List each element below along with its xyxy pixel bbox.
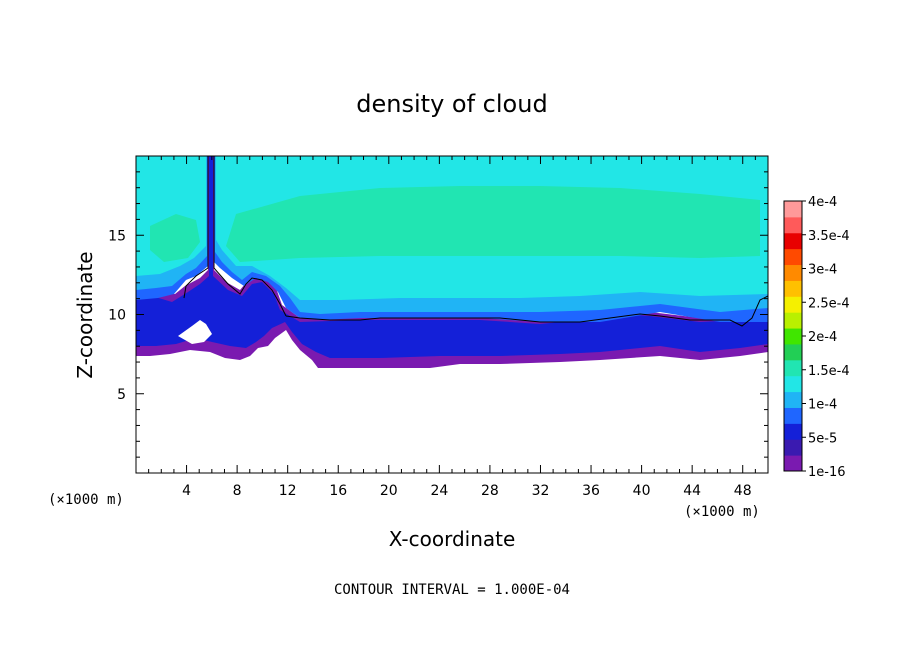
clear-pocket [178,320,212,344]
z-tick-label: 5 [117,387,126,403]
x-tick-label: 44 [683,483,701,499]
x-tick-label: 4 [182,483,191,499]
plot-area [135,155,769,474]
cloud-core-band [226,186,760,262]
x-unit-label: (×1000 m) [684,504,760,520]
x-tick-label: 20 [380,483,398,499]
x-axis-ticks: 4 8 12 16 20 24 28 32 36 40 44 48 [148,156,756,499]
z-tick-label: 15 [108,228,126,244]
colorbar-label: 1.5e-4 [808,364,850,379]
colorbar-swatch [784,312,802,329]
colorbar-swatch [784,248,802,266]
contour-line [285,295,769,327]
colorbar-label: 4e-4 [808,195,837,210]
x-tick-label: 16 [329,483,347,499]
colorbar-swatch [784,359,802,377]
colorbar-swatch [784,439,802,456]
colorbar-label: 2e-4 [808,330,837,345]
cloud-core-left [150,214,200,262]
z-axis-ticks: 5 10 15 [108,171,768,458]
z-unit-label: (×1000 m) [48,492,124,508]
chart-title: density of cloud [356,90,547,118]
x-tick-label: 28 [481,483,499,499]
colorbar-swatch [784,280,802,297]
contour-plume [183,156,287,317]
x-tick-label: 40 [633,483,651,499]
colorbar-swatch [784,264,802,281]
colorbar-label: 3.5e-4 [808,229,850,244]
colorbar-swatch [784,407,802,424]
colorbar-swatch [784,391,802,408]
x-axis-label: X-coordinate [389,527,516,551]
x-tick-label: 36 [582,483,600,499]
x-tick-label: 48 [734,483,752,499]
colorbar-swatch [784,423,802,440]
colorbar-swatch [784,343,802,361]
colorbar-label: 1e-4 [808,398,837,413]
colorbar-swatch [784,328,802,345]
colorbar-label: 1e-16 [808,465,846,480]
colorbar-swatch [784,296,802,313]
colorbar-swatch [784,455,802,472]
x-tick-label: 12 [279,483,297,499]
colorbar-swatch [784,375,802,393]
contour-interval-note: CONTOUR INTERVAL = 1.000E-04 [334,582,570,598]
x-tick-label: 24 [430,483,448,499]
colorbar-swatch [784,216,802,234]
colorbar-swatch [784,232,802,250]
colorbar-swatch [784,201,802,218]
colorbar-label: 3e-4 [808,263,837,278]
colorbar-label: 2.5e-4 [808,296,850,311]
z-axis-label: Z-coordinate [73,251,97,378]
colorbar: 1e-16 5e-5 1e-4 1.5e-4 2e-4 2.5e-4 3e-4 3.5e-4 4… [783,195,850,480]
x-tick-label: 32 [532,483,550,499]
colorbar-label: 5e-5 [808,431,837,446]
x-tick-label: 8 [233,483,242,499]
z-tick-label: 10 [108,308,126,324]
